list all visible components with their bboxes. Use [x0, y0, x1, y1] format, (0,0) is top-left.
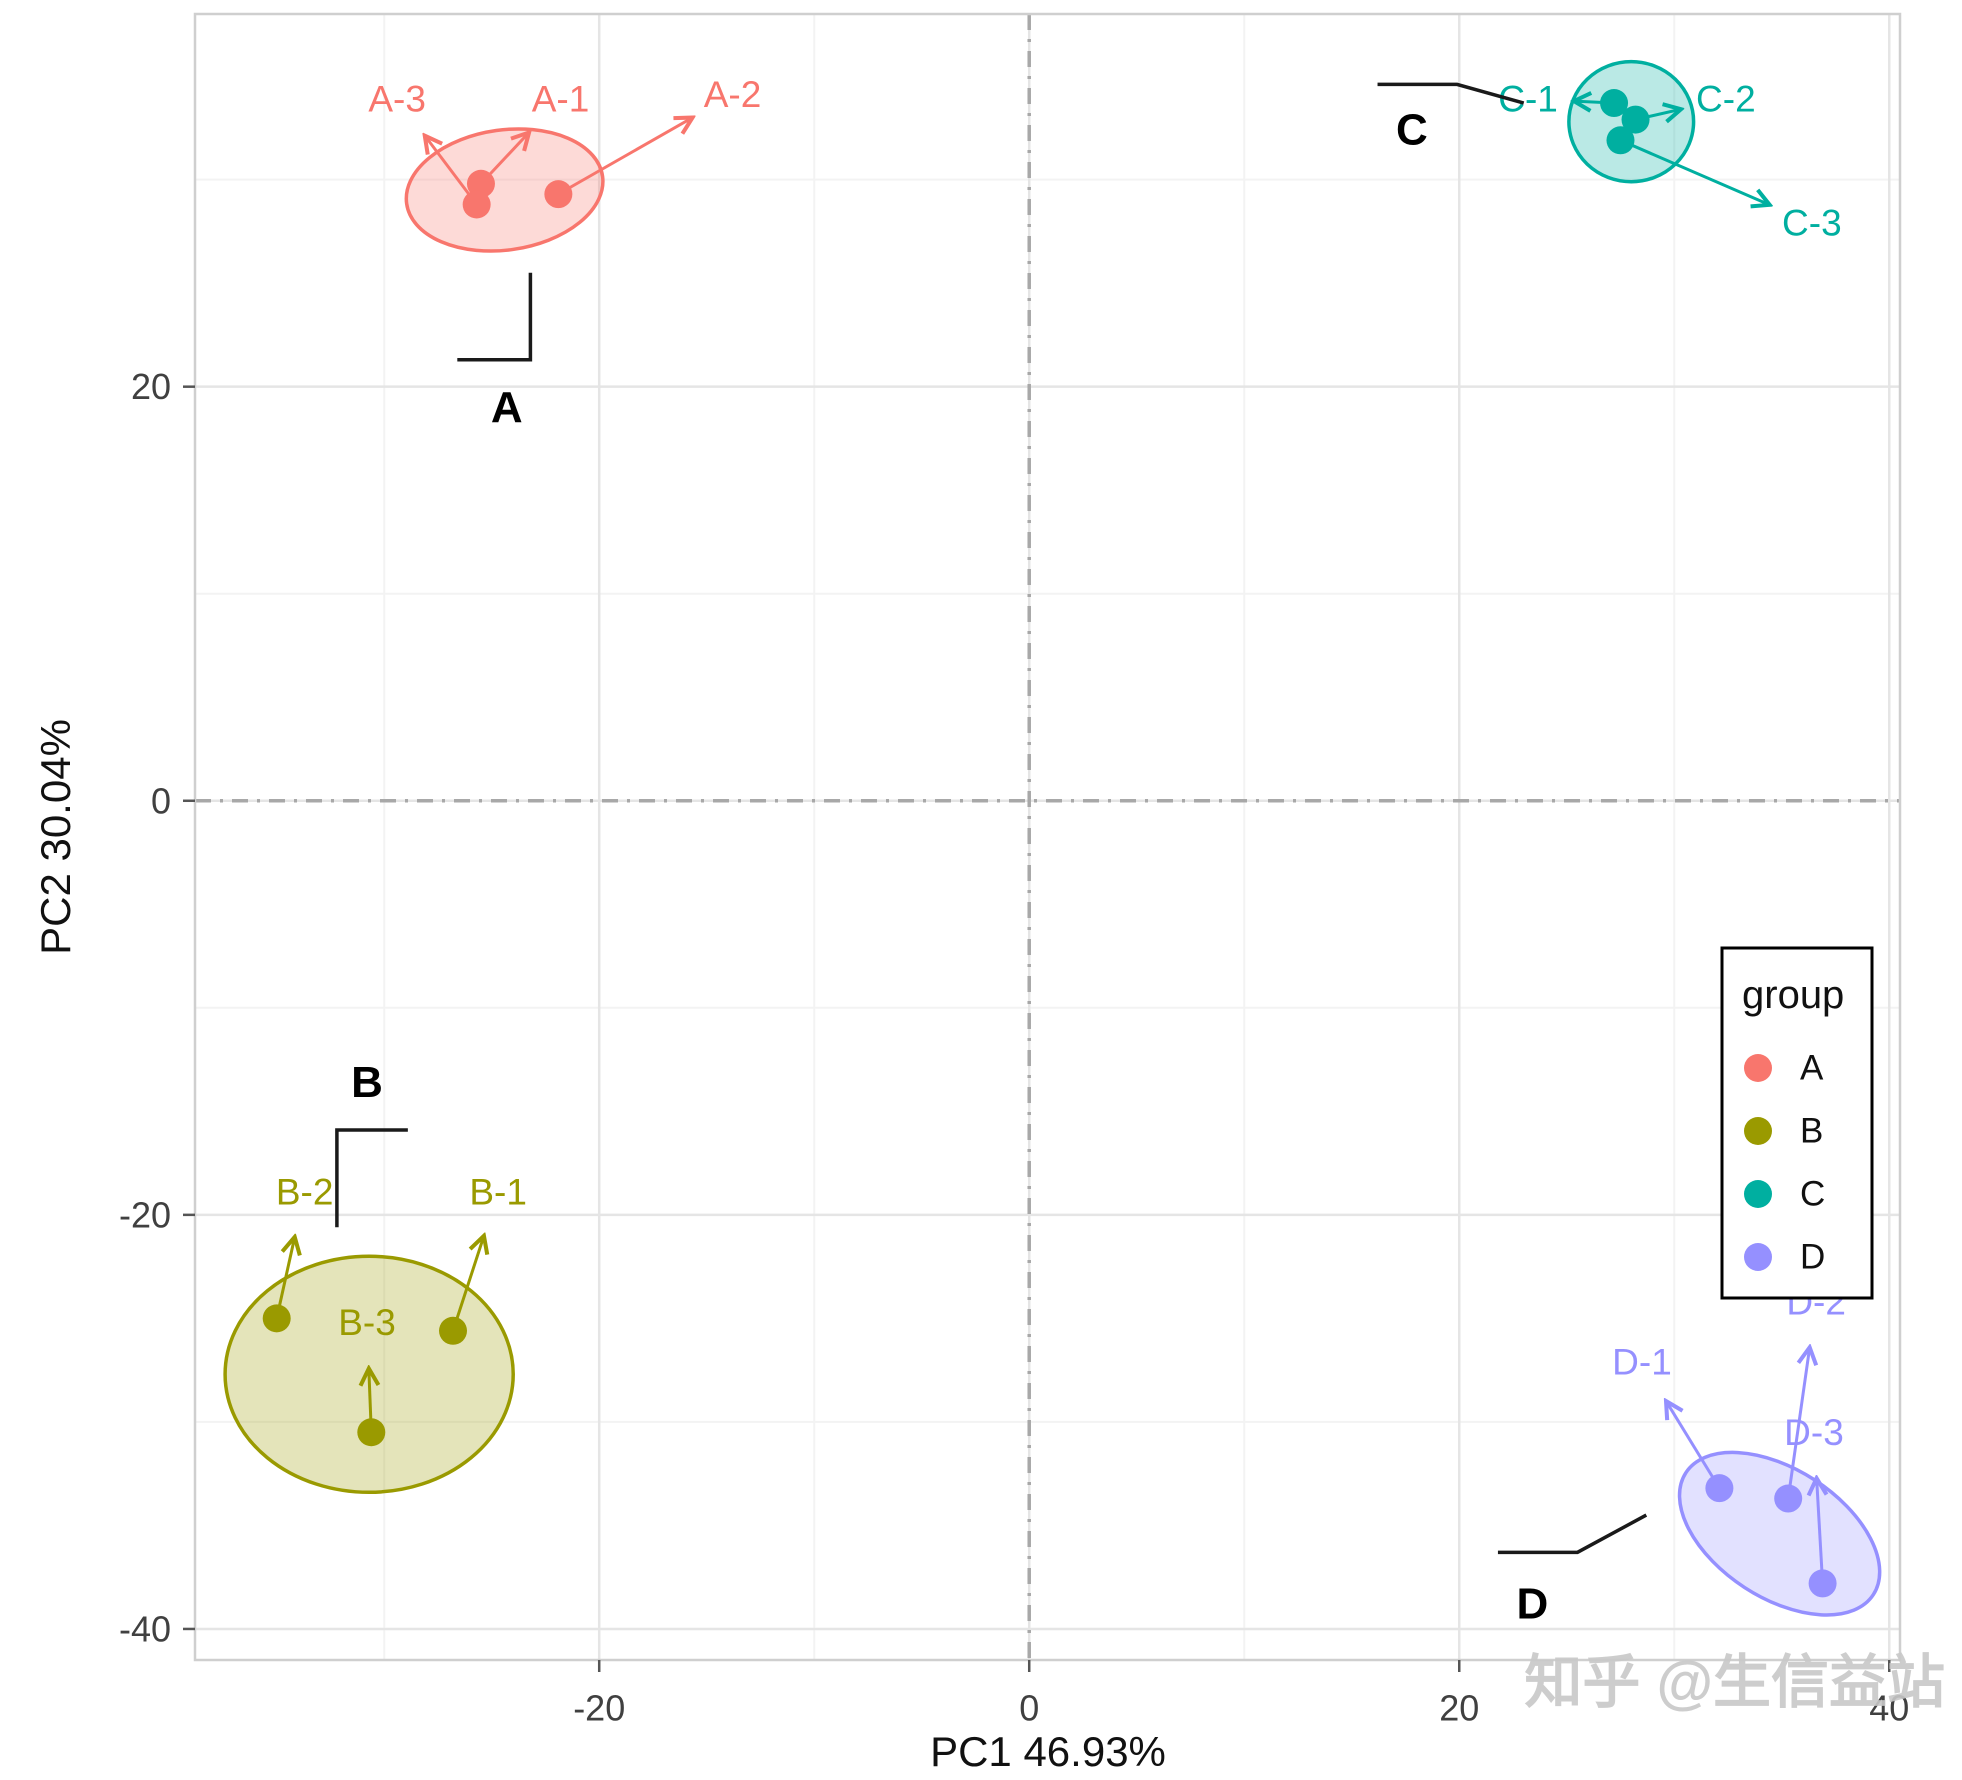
data-layer: A-1 A-2A-3AB-1B-2B-3BC-1 C-2C-3CD-1D-2D-3D [223, 59, 1882, 1629]
sample-label-A-3: A-3 [368, 78, 426, 119]
legend-swatch-D [1744, 1243, 1772, 1271]
data-point-B-2 [262, 1304, 291, 1333]
data-point-C-3 [1606, 126, 1635, 155]
sample-label-C-3: C-3 [1782, 203, 1842, 244]
x-tick-label: -20 [573, 1688, 625, 1729]
x-tick-label: 0 [1019, 1688, 1039, 1729]
group-label-C: C [1396, 105, 1428, 154]
sample-label-B-3: B-3 [338, 1302, 396, 1343]
sample-arrow-D-2 [1786, 1347, 1809, 1499]
sample-label-B-2: B-2 [276, 1172, 334, 1213]
group-callout-line-D [1497, 1513, 1648, 1555]
data-point-A-3 [462, 190, 491, 219]
data-point-C-1 [1600, 89, 1629, 118]
data-point-D-1 [1705, 1474, 1734, 1503]
data-point-B-1 [439, 1316, 468, 1345]
data-point-A-2 [544, 180, 573, 209]
grid-layer [193, 12, 1902, 1662]
legend-title: group [1742, 973, 1844, 1017]
sample-arrow-B-1 [451, 1236, 484, 1332]
data-point-C-2 [1621, 105, 1650, 134]
legend-swatch-C [1744, 1180, 1772, 1208]
sample-label-D-1: D-1 [1612, 1341, 1672, 1382]
y-tick-label: -40 [119, 1608, 171, 1649]
y-tick-label: -20 [119, 1194, 171, 1235]
x-tick-label: 20 [1439, 1688, 1479, 1729]
sample-label-A-1: A-1 [532, 78, 590, 119]
sample-label-A-2: A-2 [704, 74, 762, 115]
group-A: A-1 A-2 A-3 A [368, 74, 761, 432]
y-axis-title: PC2 30.04% [32, 719, 79, 955]
x-axis-title: PC1 46.93% [930, 1728, 1166, 1775]
legend-item-label-B: B [1800, 1112, 1823, 1151]
sample-arrow-A-2 [557, 118, 692, 196]
legend-swatch-B [1744, 1117, 1772, 1145]
cluster-ellipse-A [404, 127, 605, 253]
sample-label-D-3: D-3 [1784, 1412, 1844, 1453]
group-callout-line-C [1377, 82, 1525, 105]
y-tick-label: 0 [151, 780, 171, 821]
sample-arrow-D-3 [1817, 1478, 1823, 1584]
group-label-D: D [1516, 1580, 1548, 1629]
sample-label-B-1: B-1 [469, 1172, 527, 1213]
sample-label-C-2: C-2 [1696, 78, 1756, 119]
group-label-B: B [351, 1058, 383, 1107]
group-callout-line-A [457, 272, 533, 362]
x-tick-label: 40 [1869, 1688, 1909, 1729]
legend-item-label-A: A [1800, 1049, 1824, 1088]
sample-arrow-D-1 [1666, 1401, 1721, 1489]
data-point-D-2 [1774, 1484, 1803, 1513]
group-label-A: A [491, 383, 523, 432]
group-callout-line-B [335, 1128, 408, 1228]
sample-arrow-A-3 [425, 136, 478, 206]
data-point-D-3 [1808, 1569, 1837, 1598]
data-point-B-3 [357, 1418, 386, 1447]
group-B: B-1 B-2 B-3 B [223, 1058, 527, 1495]
panel-background [195, 14, 1900, 1660]
group-C: C-1 C-2C-3C [1377, 59, 1842, 244]
legend-swatch-A [1744, 1054, 1772, 1082]
y-tick-label: 20 [131, 366, 171, 407]
sample-arrow-C-3 [1619, 138, 1769, 205]
legend-item-label-D: D [1800, 1238, 1825, 1277]
watermark: 知乎 @生信益站 [1524, 1650, 1945, 1715]
axes-layer: -20 0 20 40 -40 -20 0 20 [119, 366, 1909, 1728]
panel-border [193, 12, 1902, 1662]
legend-item-label-C: C [1800, 1175, 1825, 1214]
